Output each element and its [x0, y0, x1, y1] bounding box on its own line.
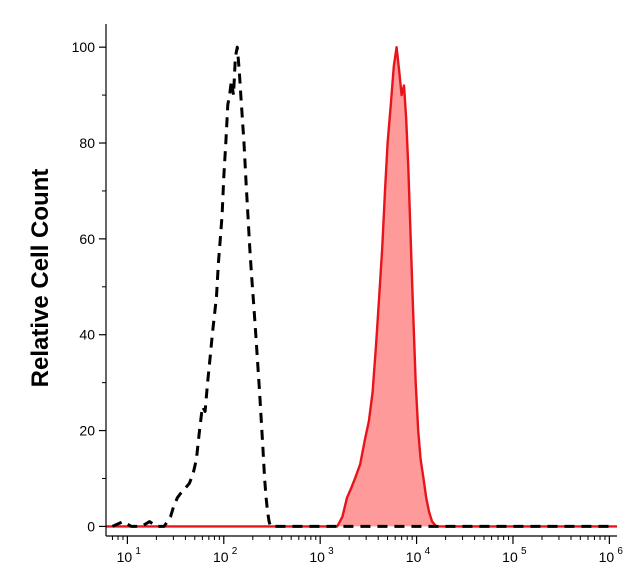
y-tick-label: 20 — [79, 423, 95, 439]
x-tick-exponent: 5 — [521, 546, 527, 557]
x-tick-exponent: 3 — [328, 546, 334, 557]
y-tick-label: 100 — [72, 39, 96, 55]
x-tick-label: 10 — [213, 549, 229, 565]
x-tick-label: 10 — [309, 549, 325, 565]
x-tick-exponent: 1 — [135, 546, 141, 557]
axes — [105, 24, 617, 537]
x-tick-label: 10 — [502, 549, 518, 565]
y-tick-label: 60 — [79, 231, 95, 247]
plot-area — [106, 45, 617, 528]
series-1-line — [106, 46, 617, 528]
x-tick-label: 10 — [117, 549, 133, 565]
x-tick-label: 10 — [406, 549, 422, 565]
y-axis-title: Relative Cell Count — [27, 169, 54, 388]
y-tick-label: 0 — [87, 518, 95, 534]
x-tick-label: 10 — [599, 549, 615, 565]
y-tick-label: 80 — [79, 135, 95, 151]
x-tick-exponent: 2 — [232, 546, 238, 557]
y-tick-label: 40 — [79, 327, 95, 343]
x-tick-exponent: 4 — [425, 546, 431, 557]
x-tick-exponent: 6 — [617, 546, 623, 557]
